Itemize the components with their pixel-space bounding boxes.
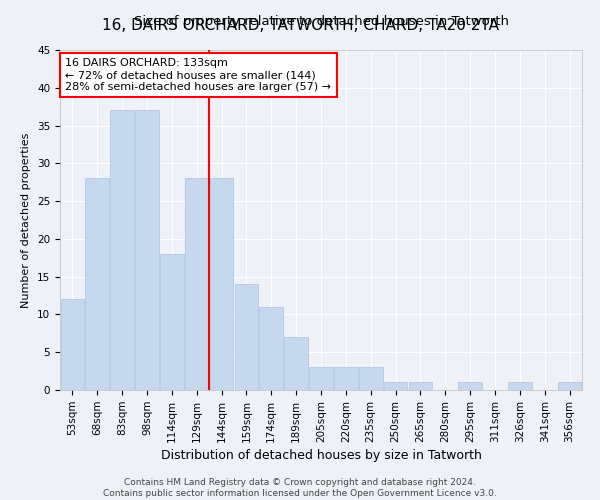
Title: Size of property relative to detached houses in Tatworth: Size of property relative to detached ho… [133, 15, 509, 28]
Text: 16 DAIRS ORCHARD: 133sqm
← 72% of detached houses are smaller (144)
28% of semi-: 16 DAIRS ORCHARD: 133sqm ← 72% of detach… [65, 58, 331, 92]
Bar [409, 382, 432, 390]
Bar [259, 307, 283, 390]
Bar [235, 284, 258, 390]
Bar [210, 178, 233, 390]
Bar [309, 368, 333, 390]
Bar [284, 337, 308, 390]
Bar [334, 368, 358, 390]
Bar [160, 254, 184, 390]
Bar [110, 110, 134, 390]
Bar [508, 382, 532, 390]
Y-axis label: Number of detached properties: Number of detached properties [22, 132, 31, 308]
Bar [384, 382, 407, 390]
Text: 16, DAIRS ORCHARD, TATWORTH, CHARD, TA20 2TA: 16, DAIRS ORCHARD, TATWORTH, CHARD, TA20… [101, 18, 499, 32]
Bar [61, 300, 84, 390]
Bar [185, 178, 209, 390]
Bar [85, 178, 109, 390]
X-axis label: Distribution of detached houses by size in Tatworth: Distribution of detached houses by size … [161, 449, 481, 462]
Bar [558, 382, 581, 390]
Text: Contains HM Land Registry data © Crown copyright and database right 2024.
Contai: Contains HM Land Registry data © Crown c… [103, 478, 497, 498]
Bar [135, 110, 159, 390]
Bar [458, 382, 482, 390]
Bar [359, 368, 383, 390]
